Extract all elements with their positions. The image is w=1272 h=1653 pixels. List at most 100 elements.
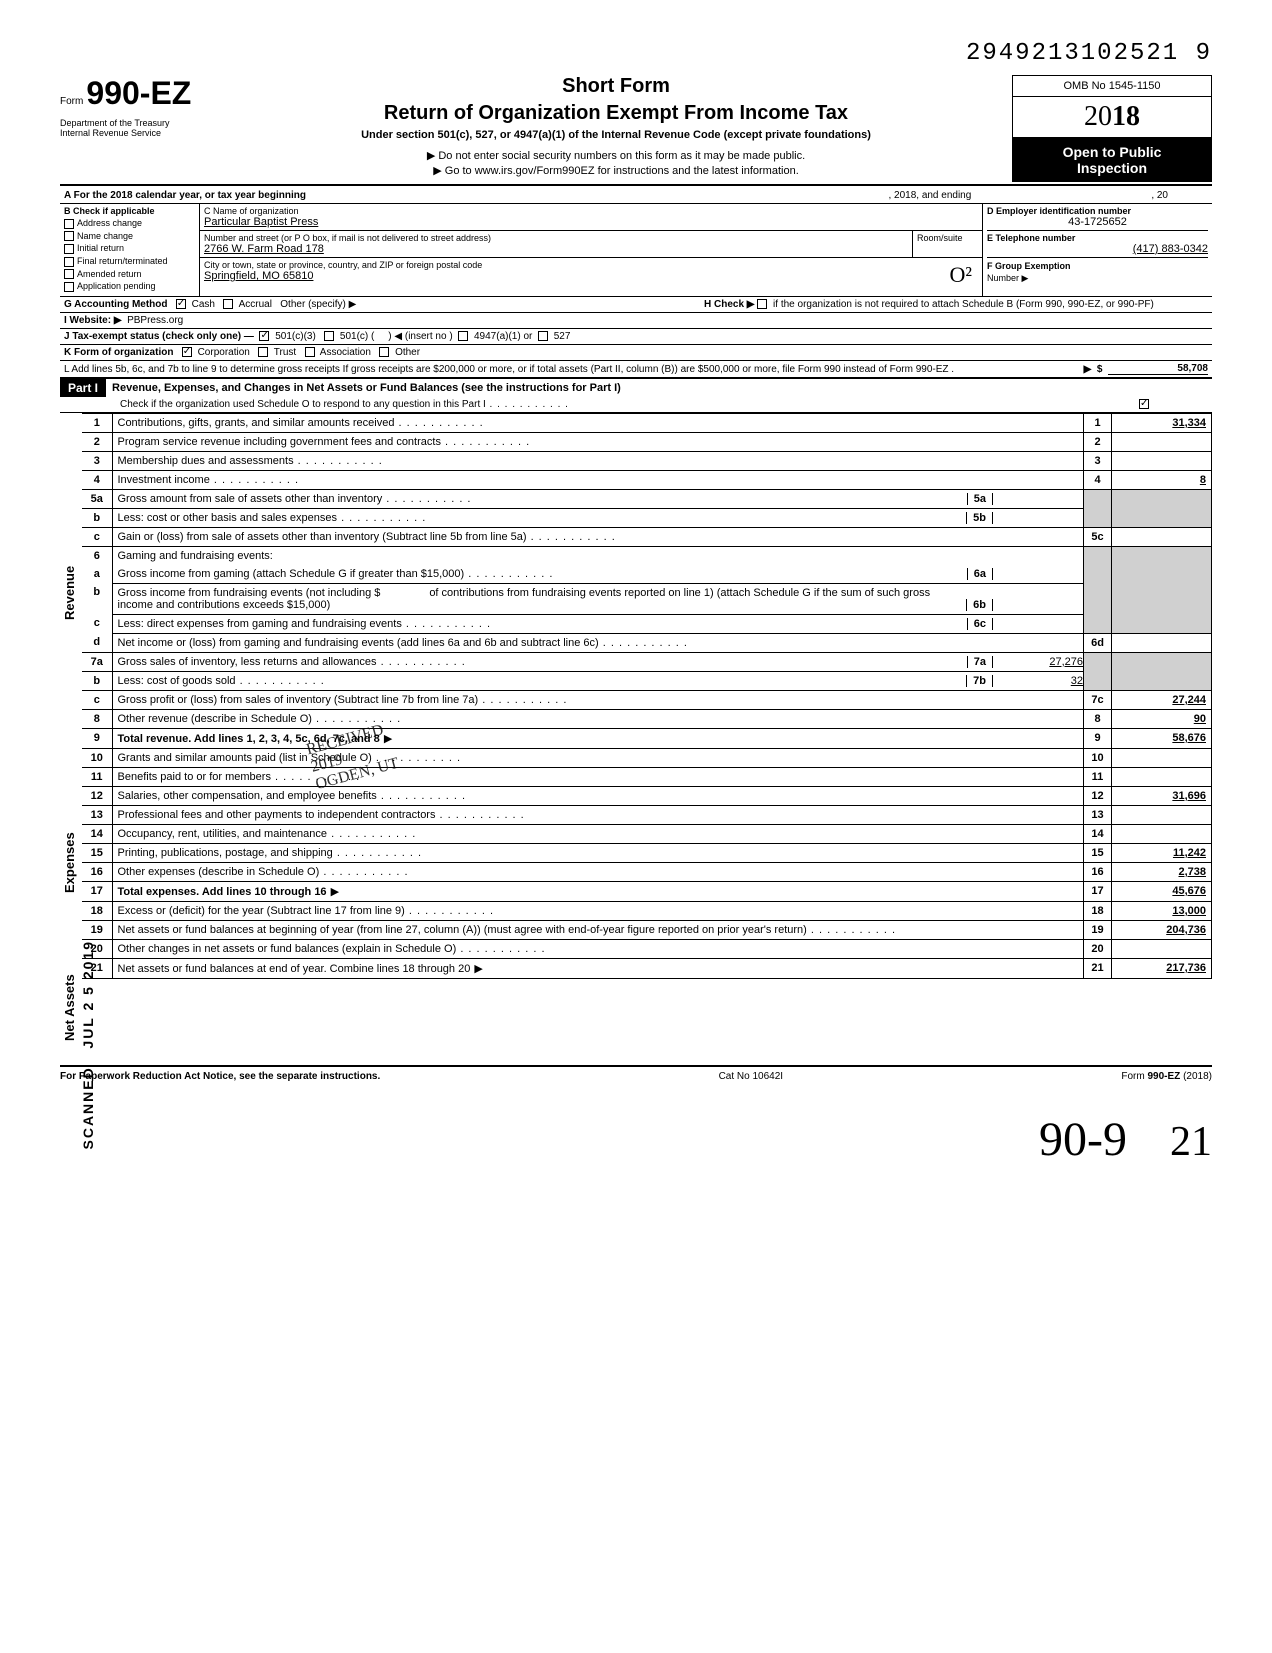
l-amount: 58,708	[1108, 363, 1208, 375]
l4-num: 4	[82, 470, 112, 489]
l4-desc: Investment income	[112, 470, 1084, 489]
cash-checkbox[interactable]	[176, 299, 186, 309]
section-a-end: , 20	[1151, 190, 1168, 201]
k-assoc-checkbox[interactable]	[305, 347, 315, 357]
part1-header: Part I	[60, 379, 106, 397]
k-corp-checkbox[interactable]	[182, 347, 192, 357]
l20-box: 20	[1084, 939, 1112, 958]
l7a-num: 7a	[82, 652, 112, 671]
dept-treasury: Department of the Treasury	[60, 118, 220, 128]
form-number: 990-EZ	[86, 75, 191, 111]
l5b-desc: Less: cost or other basis and sales expe…	[118, 512, 967, 524]
part1-schedule-o-checkbox[interactable]	[1139, 399, 1149, 409]
l17-amt: 45,676	[1112, 881, 1212, 901]
section-a-mid: , 2018, and ending	[888, 190, 971, 201]
j-501c-checkbox[interactable]	[324, 331, 334, 341]
tax-year: 2018	[1012, 97, 1212, 138]
addr-change-checkbox[interactable]	[64, 219, 74, 229]
inspection: Inspection	[1016, 160, 1208, 176]
l7a-sub: 7a	[967, 656, 993, 668]
f-sub: Number ▶	[987, 273, 1028, 283]
app-pending-checkbox[interactable]	[64, 282, 74, 292]
l6-num: 6	[82, 546, 112, 565]
k-label: K Form of organization	[64, 347, 173, 358]
short-form-label: Short Form	[230, 75, 1002, 98]
l6b-num: b	[82, 583, 112, 614]
initial-return-checkbox[interactable]	[64, 244, 74, 254]
b-item-5: Application pending	[77, 281, 156, 291]
j-527-checkbox[interactable]	[538, 331, 548, 341]
l5c-box: 5c	[1084, 527, 1112, 546]
col-b-checkboxes: B Check if applicable Address change Nam…	[60, 204, 200, 296]
j-insert: ) ◀ (insert no )	[388, 331, 452, 342]
name-change-checkbox[interactable]	[64, 231, 74, 241]
right-header-block: OMB No 1545-1150 2018 Open to Public Ins…	[1012, 75, 1212, 182]
l1-desc: Contributions, gifts, grants, and simila…	[112, 413, 1084, 432]
year-bold: 18	[1112, 101, 1140, 132]
l6a-sub: 6a	[967, 568, 993, 580]
d-label: D Employer identification number	[987, 206, 1208, 216]
l19-box: 19	[1084, 920, 1112, 939]
final-return-checkbox[interactable]	[64, 257, 74, 267]
l6a-num: a	[82, 565, 112, 584]
col-d-right: D Employer identification number 43-1725…	[982, 204, 1212, 296]
l6b-desc1: Gross income from fundraising events (no…	[118, 587, 381, 599]
title-block: Short Form Return of Organization Exempt…	[220, 75, 1012, 177]
k-other: Other	[395, 347, 420, 358]
footer-mid: Cat No 10642I	[719, 1071, 784, 1082]
l7a-desc: Gross sales of inventory, less returns a…	[118, 656, 967, 668]
l18-box: 18	[1084, 901, 1112, 920]
amended-return-checkbox[interactable]	[64, 269, 74, 279]
part1-title: Revenue, Expenses, and Changes in Net As…	[106, 380, 1212, 396]
k-assoc: Association	[320, 347, 371, 358]
l7b-sub: 7b	[966, 675, 993, 687]
h-checkbox[interactable]	[757, 299, 767, 309]
l4-box: 4	[1084, 470, 1112, 489]
subtitle: Under section 501(c), 527, or 4947(a)(1)…	[230, 129, 1002, 141]
j-501c3-checkbox[interactable]	[259, 331, 269, 341]
l4-amt: 8	[1112, 470, 1212, 489]
i-label: I Website: ▶	[64, 315, 122, 326]
f-label: F Group Exemption	[987, 261, 1071, 271]
c-value: Particular Baptist Press	[204, 216, 978, 228]
k-trust-checkbox[interactable]	[258, 347, 268, 357]
accrual-checkbox[interactable]	[223, 299, 233, 309]
b-item-1: Name change	[77, 231, 133, 241]
l7c-num: c	[82, 690, 112, 709]
l5a-num: 5a	[82, 489, 112, 508]
j-501c: 501(c) (	[340, 331, 374, 342]
section-a-label: A For the 2018 calendar year, or tax yea…	[64, 190, 306, 201]
j-4947-checkbox[interactable]	[458, 331, 468, 341]
b-label: B Check if applicable	[64, 206, 195, 216]
l18-desc: Excess or (deficit) for the year (Subtra…	[112, 901, 1084, 920]
handwritten-o2: O²	[950, 262, 972, 288]
h-label: H Check ▶	[704, 299, 754, 310]
l3-box: 3	[1084, 451, 1112, 470]
l2-amt	[1112, 432, 1212, 451]
l3-amt	[1112, 451, 1212, 470]
l15-amt: 11,242	[1112, 843, 1212, 862]
l2-desc: Program service revenue including govern…	[112, 432, 1084, 451]
year-prefix: 20	[1084, 101, 1112, 132]
l14-box: 14	[1084, 824, 1112, 843]
l17-desc: Total expenses. Add lines 10 through 16	[118, 886, 327, 898]
j-4947: 4947(a)(1) or	[474, 331, 532, 342]
c-label: C Name of organization	[204, 206, 978, 216]
e-value: (417) 883-0342	[987, 243, 1208, 255]
l7a-subval: 27,276	[993, 656, 1083, 668]
l3-desc: Membership dues and assessments	[112, 451, 1084, 470]
handwritten-number: 21	[1170, 1118, 1212, 1166]
k-other-checkbox[interactable]	[379, 347, 389, 357]
l5b-num: b	[82, 508, 112, 527]
l11-amt	[1112, 767, 1212, 786]
g-other: Other (specify) ▶	[280, 299, 356, 310]
l12-box: 12	[1084, 786, 1112, 805]
l10-desc: Grants and similar amounts paid (list in…	[112, 748, 1084, 767]
l13-box: 13	[1084, 805, 1112, 824]
l8-num: 8	[82, 709, 112, 728]
l21-amt: 217,736	[1112, 958, 1212, 978]
document-id: 2949213102521 9	[60, 40, 1212, 67]
l17-num: 17	[82, 881, 112, 901]
l7b-subval: 32	[993, 675, 1083, 687]
l1-num: 1	[82, 413, 112, 432]
